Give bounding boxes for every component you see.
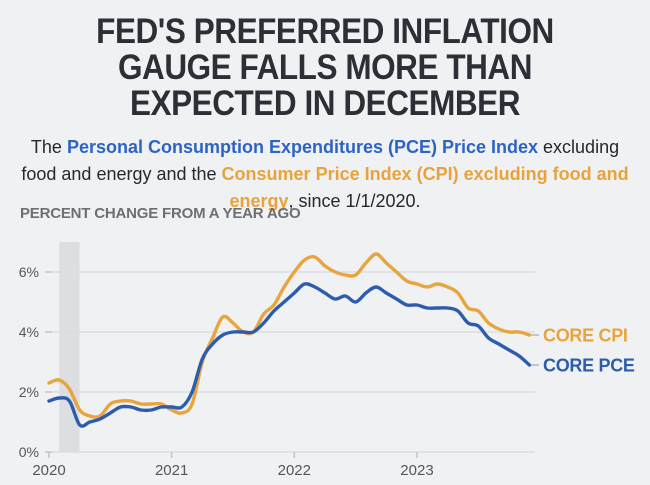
subtitle: The Personal Consumption Expenditures (P… — [17, 134, 633, 215]
page-title-line-2: GAUGE FALLS MORE THAN — [117, 48, 533, 87]
line-core-cpi — [47, 252, 532, 419]
page-title-line-1: FED'S PREFERRED INFLATION — [96, 12, 554, 51]
legend-label-core-cpi: CORE CPI — [543, 326, 628, 346]
x-axis-label: 2021 — [155, 462, 188, 479]
subtitle-segment-pce: Personal Consumption Expenditures (PCE) … — [66, 137, 539, 157]
line-core-pce — [47, 282, 532, 428]
subtitle-segment-cpi: Consumer Price Index (CPI) excluding foo… — [221, 164, 629, 211]
subtitle-segment-plain: , since 1/1/2020. — [288, 191, 421, 211]
y-axis-label: 0% — [19, 444, 39, 460]
subtitle-segment-plain: excluding food and energy and the — [21, 137, 620, 184]
chart-axis-heading: PERCENT CHANGE FROM A YEAR AGO — [20, 205, 301, 222]
legend-label-core-pce: CORE PCE — [543, 356, 635, 376]
y-axis-label: 2% — [19, 384, 39, 400]
x-axis-label: 2020 — [32, 462, 65, 479]
x-axis-label: 2022 — [278, 462, 311, 479]
page-title: FED'S PREFERRED INFLATION GAUGE FALLS MO… — [33, 14, 618, 122]
subtitle-segment-plain: The — [30, 137, 67, 157]
y-axis-label: 4% — [19, 324, 39, 340]
page-title-line-3: EXPECTED IN DECEMBER — [129, 84, 521, 123]
y-axis-label: 6% — [19, 264, 39, 280]
x-axis-label: 2023 — [400, 462, 433, 479]
